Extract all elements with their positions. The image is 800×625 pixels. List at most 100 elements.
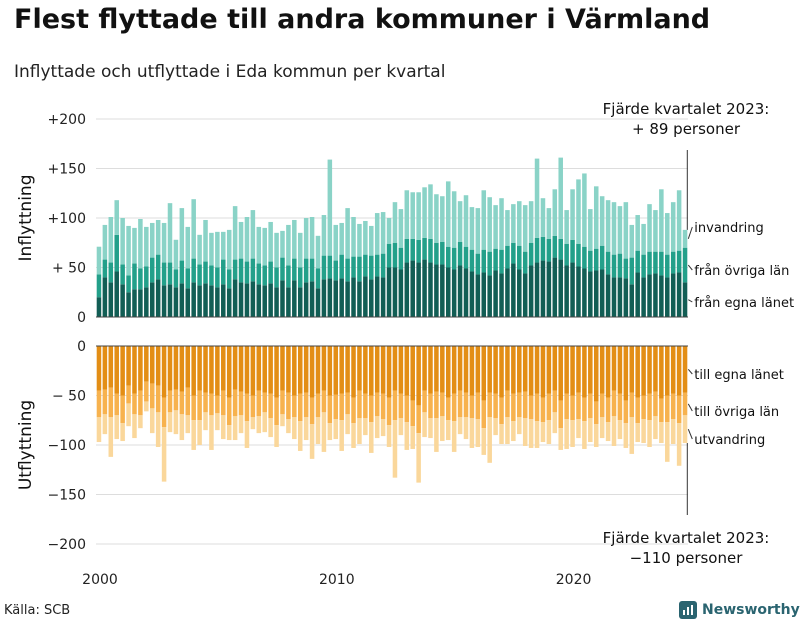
bar-inflow-segment bbox=[333, 224, 339, 261]
bar-outflow-segment bbox=[386, 397, 392, 426]
bar-outflow-segment bbox=[398, 418, 404, 436]
bar-outflow-segment bbox=[374, 392, 380, 417]
bar-inflow-segment bbox=[522, 251, 528, 274]
bar-inflow-segment bbox=[185, 268, 191, 289]
bar-inflow-segment bbox=[369, 279, 374, 317]
bar-inflow-segment bbox=[102, 259, 108, 278]
bar-inflow-segment bbox=[244, 261, 250, 284]
bar-inflow-segment bbox=[434, 194, 439, 243]
bar-inflow-segment bbox=[167, 262, 173, 285]
bar-inflow-segment bbox=[226, 288, 232, 317]
bar-inflow-segment bbox=[226, 269, 232, 289]
annotation-inflow-line2: + 89 personer bbox=[632, 120, 741, 138]
bar-inflow-segment bbox=[670, 273, 676, 317]
bar-inflow-segment bbox=[268, 283, 273, 317]
bar-inflow-segment bbox=[605, 251, 611, 275]
bar-outflow-segment bbox=[422, 412, 427, 438]
bar-outflow-segment bbox=[635, 397, 640, 424]
bar-inflow-segment bbox=[114, 200, 119, 235]
bar-inflow-segment bbox=[167, 203, 173, 263]
bar-inflow-segment bbox=[179, 283, 185, 317]
bar-inflow-segment bbox=[410, 260, 415, 317]
bar-outflow-segment bbox=[179, 414, 185, 441]
bar-inflow-segment bbox=[155, 219, 161, 255]
bar-inflow-segment bbox=[339, 278, 344, 317]
bar-outflow-segment bbox=[617, 346, 623, 394]
bar-outflow-segment bbox=[647, 420, 652, 447]
bar-outflow-segment bbox=[463, 417, 469, 440]
bar-inflow-segment bbox=[475, 253, 481, 275]
bar-inflow-segment bbox=[327, 255, 333, 279]
bar-outflow-segment bbox=[197, 420, 202, 445]
bar-outflow-segment bbox=[221, 390, 226, 416]
bar-outflow-segment bbox=[410, 346, 415, 401]
bar-inflow-segment bbox=[303, 258, 309, 283]
bar-outflow-segment bbox=[102, 346, 108, 390]
bar-outflow-segment bbox=[209, 393, 214, 416]
bar-outflow-segment bbox=[286, 392, 291, 420]
bar-inflow-segment bbox=[120, 264, 125, 285]
bar-outflow-segment bbox=[635, 423, 640, 443]
label-till-egna-lanet: till egna länet bbox=[694, 368, 784, 383]
bar-outflow-segment bbox=[617, 420, 623, 440]
bar-inflow-segment bbox=[493, 270, 498, 317]
bar-outflow-segment bbox=[209, 415, 214, 450]
bar-inflow-segment bbox=[315, 268, 321, 289]
bar-inflow-segment bbox=[309, 281, 315, 317]
bar-outflow-segment bbox=[517, 392, 522, 418]
bar-inflow-segment bbox=[505, 210, 510, 246]
label-fran-egna-lanet: från egna länet bbox=[694, 296, 794, 311]
bar-inflow-segment bbox=[540, 198, 546, 237]
bar-outflow-segment bbox=[540, 397, 546, 423]
bar-outflow-segment bbox=[315, 393, 321, 418]
bar-outflow-segment bbox=[428, 418, 433, 439]
bar-outflow-segment bbox=[546, 420, 552, 445]
bar-outflow-segment bbox=[274, 346, 279, 398]
bar-outflow-segment bbox=[280, 390, 285, 415]
bar-inflow-segment bbox=[126, 292, 131, 317]
bar-inflow-segment bbox=[108, 262, 114, 283]
bar-inflow-segment bbox=[197, 285, 202, 317]
bar-inflow-segment bbox=[493, 248, 498, 271]
bar-outflow-segment bbox=[451, 421, 457, 452]
bar-inflow-segment bbox=[351, 277, 356, 317]
bar-outflow-segment bbox=[96, 390, 102, 418]
bar-inflow-segment bbox=[475, 208, 481, 254]
bar-outflow-segment bbox=[588, 418, 593, 443]
bar-outflow-segment bbox=[582, 397, 587, 422]
bar-outflow-segment bbox=[558, 346, 563, 401]
bar-outflow-segment bbox=[256, 346, 262, 391]
bar-inflow-segment bbox=[374, 276, 380, 317]
bar-outflow-segment bbox=[481, 400, 487, 429]
bar-inflow-segment bbox=[445, 181, 451, 247]
bar-inflow-segment bbox=[493, 205, 498, 249]
bar-inflow-segment bbox=[451, 269, 457, 317]
bar-inflow-segment bbox=[469, 249, 475, 272]
bar-inflow-segment bbox=[256, 226, 262, 264]
bar-inflow-segment bbox=[215, 267, 220, 288]
bar-outflow-segment bbox=[440, 392, 445, 417]
bar-outflow-segment bbox=[303, 417, 309, 441]
bar-outflow-segment bbox=[386, 346, 392, 398]
bar-outflow-segment bbox=[599, 417, 605, 439]
bar-outflow-segment bbox=[593, 424, 599, 447]
bar-inflow-segment bbox=[126, 225, 131, 276]
bar-inflow-segment bbox=[315, 288, 321, 317]
bar-inflow-segment bbox=[629, 257, 635, 285]
bar-outflow-segment bbox=[546, 393, 552, 421]
bar-inflow-segment bbox=[457, 241, 463, 266]
bar-outflow-segment bbox=[599, 346, 605, 394]
bar-outflow-segment bbox=[244, 346, 250, 394]
bar-inflow-segment bbox=[392, 267, 398, 317]
bar-inflow-segment bbox=[374, 254, 380, 277]
bar-outflow-segment bbox=[369, 395, 374, 423]
brand-logo[interactable]: Newsworthy bbox=[679, 601, 800, 619]
bar-outflow-segment bbox=[191, 395, 196, 421]
bar-inflow-segment bbox=[398, 269, 404, 317]
bar-inflow-segment bbox=[120, 284, 125, 317]
label-invandring: invandring bbox=[694, 221, 763, 236]
bar-inflow-segment bbox=[647, 274, 652, 317]
bar-inflow-segment bbox=[345, 258, 350, 282]
bar-inflow-segment bbox=[161, 222, 167, 263]
bar-inflow-segment bbox=[280, 230, 285, 258]
